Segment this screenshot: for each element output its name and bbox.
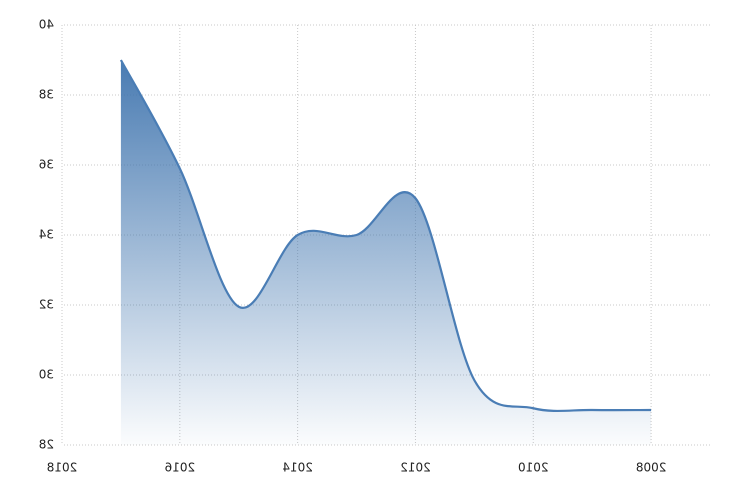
area-fill — [120, 60, 652, 445]
x-tick-label: 2008 — [636, 461, 667, 475]
y-tick-label: 36 — [39, 158, 54, 172]
y-tick-label: 32 — [39, 298, 54, 312]
y-tick-label: 38 — [39, 88, 54, 102]
x-tick-label: 2014 — [282, 461, 313, 475]
x-tick-label: 2018 — [47, 461, 78, 475]
line — [119, 59, 652, 413]
y-tick-label: 34 — [39, 228, 54, 242]
y-tick-label: 28 — [39, 438, 54, 452]
y-tick-label: 40 — [39, 18, 54, 32]
x-tick-label: 2016 — [165, 461, 196, 475]
x-tick-label: 2012 — [400, 461, 431, 475]
plot: 28 30 32 34 36 38 40 2008 2010 2012 2014 2016 2018 — [39, 18, 710, 475]
y-tick-label: 30 — [39, 368, 54, 382]
x-tick-label: 2010 — [518, 461, 549, 475]
